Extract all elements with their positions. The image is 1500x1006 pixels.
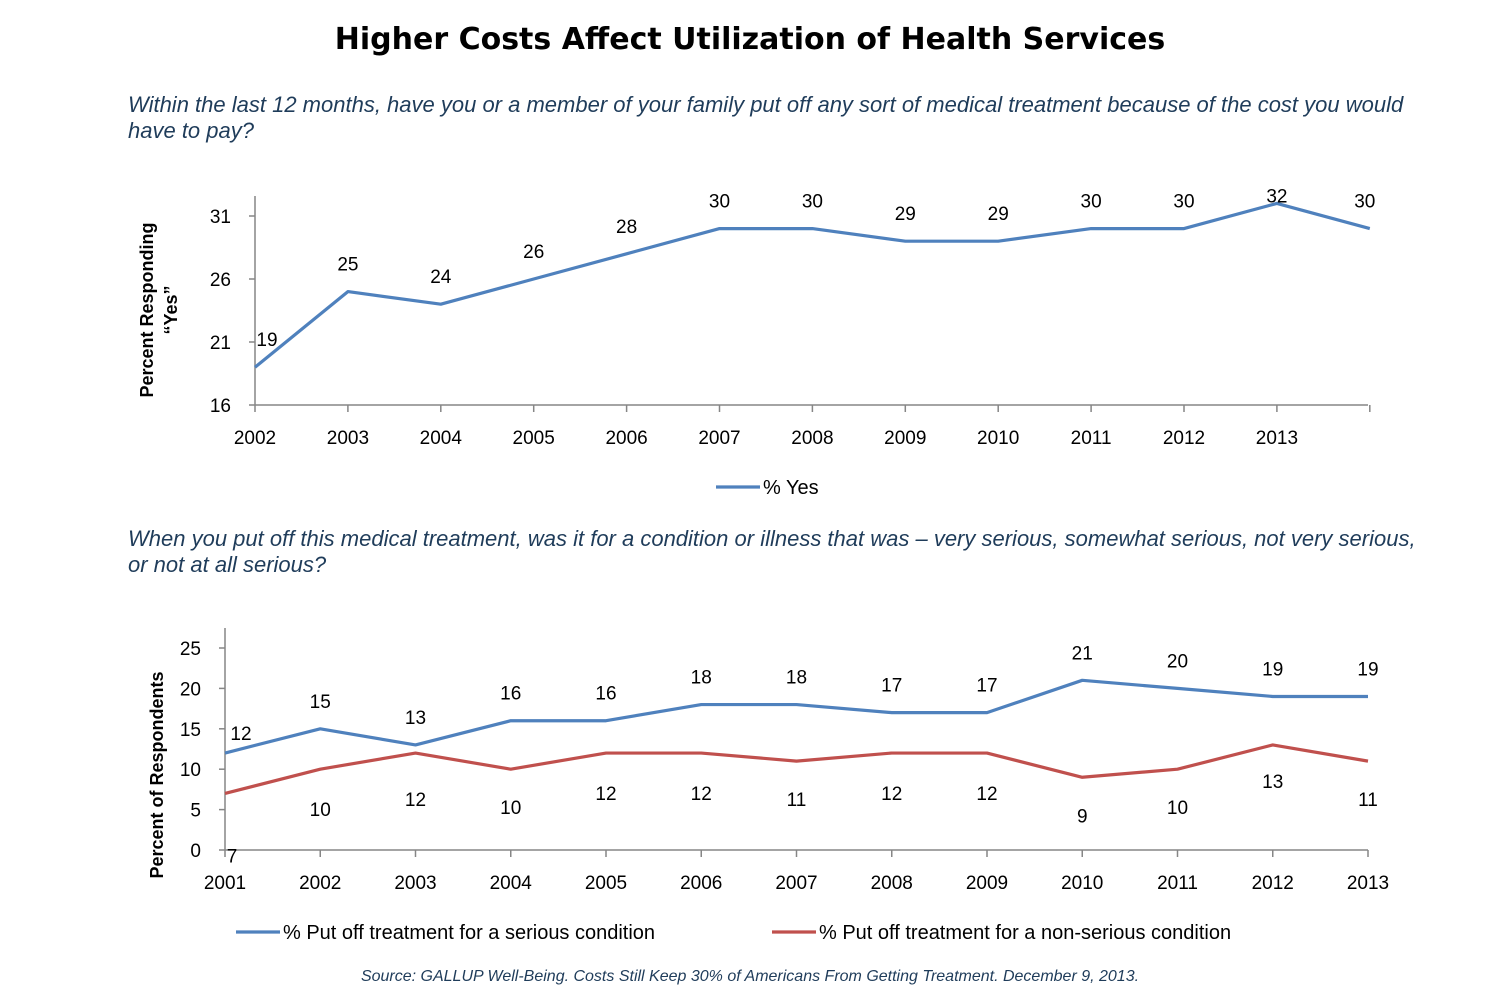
data-label: 16 [595, 684, 616, 705]
question-1: Within the last 12 months, have you or a… [128, 92, 1404, 143]
data-label: 12 [881, 784, 902, 805]
legend-label: % Yes [763, 477, 819, 499]
legend-label: % Put off treatment for a non-serious co… [819, 922, 1231, 944]
data-label: 32 [1266, 186, 1287, 207]
chart-2: 0 5 10 15 20 25 2001 2002 2003 2004 2005 2006 2007 20… [147, 628, 1389, 944]
data-label: 7 [227, 846, 238, 867]
data-label: 13 [405, 708, 426, 729]
x-tick-label: 2004 [490, 873, 533, 894]
data-label: 19 [1357, 659, 1378, 680]
x-tick-label: 2005 [585, 873, 627, 894]
data-label: 19 [256, 330, 277, 351]
x-tick-label: 2006 [680, 873, 722, 894]
x-tick-label: 2012 [1252, 873, 1294, 894]
data-label: 29 [988, 204, 1009, 225]
data-label: 12 [405, 790, 426, 811]
y-tick-label: 25 [180, 639, 201, 660]
x-tick-label: 2001 [204, 873, 246, 894]
x-tick-label: 2010 [1061, 873, 1103, 894]
x-tick-label: 2007 [698, 428, 740, 449]
data-label: 19 [1262, 659, 1283, 680]
data-label: 9 [1077, 806, 1088, 827]
x-tick-label: 2013 [1347, 873, 1389, 894]
x-tick-label: 2010 [977, 428, 1019, 449]
chart-1: 16 21 26 31 2002 2003 2004 2005 2006 2007 2008 2009… [137, 186, 1375, 499]
y-axis-label: Percent of Respondents [147, 671, 167, 878]
data-label: 21 [1072, 643, 1093, 664]
x-tick-label: 2012 [1163, 428, 1205, 449]
data-label: 26 [523, 242, 544, 263]
x-tick-label: 2003 [327, 428, 369, 449]
y-tick-label: 21 [210, 333, 231, 354]
x-tick-label: 2004 [420, 428, 463, 449]
data-label: 16 [500, 684, 521, 705]
data-label: 20 [1167, 651, 1188, 672]
y-tick-label: 26 [210, 270, 231, 291]
data-label: 12 [691, 784, 712, 805]
data-label: 17 [881, 676, 902, 697]
data-label: 12 [230, 724, 251, 745]
y-tick-label: 20 [180, 679, 201, 700]
series-line-1 [253, 201, 1371, 369]
data-label: 30 [1081, 192, 1102, 213]
data-label: 12 [976, 784, 997, 805]
data-label: 28 [616, 217, 637, 238]
data-label: 12 [595, 784, 616, 805]
data-label: 10 [500, 798, 521, 819]
y-axis-label: “Yes” [161, 285, 181, 334]
x-tick-label: 2006 [605, 428, 647, 449]
x-tick-label: 2007 [775, 873, 817, 894]
data-label: 18 [786, 668, 807, 689]
y-tick-label: 31 [210, 207, 231, 228]
source-note: Source: GALLUP Well-Being. Costs Still K… [360, 968, 1140, 985]
series-line-2 [224, 743, 1369, 795]
legend-label: % Put off treatment for a serious condit… [283, 922, 655, 944]
data-label: 29 [895, 204, 916, 225]
data-label: 30 [709, 192, 730, 213]
x-tick-label: 2002 [299, 873, 341, 894]
series-line-1 [224, 678, 1368, 755]
data-label: 24 [430, 267, 452, 288]
question-2: When you put off this medical treatment,… [128, 526, 1416, 577]
x-tick-label: 2003 [394, 873, 436, 894]
page-title: Higher Costs Affect Utilization of Healt… [334, 22, 1166, 57]
data-label: 11 [1358, 790, 1378, 811]
data-label: 11 [787, 790, 807, 811]
y-tick-label: 5 [190, 801, 201, 822]
data-label: 25 [337, 255, 358, 276]
y-tick-label: 16 [210, 396, 231, 417]
data-label: 15 [310, 692, 331, 713]
data-label: 18 [691, 668, 712, 689]
x-tick-label: 2013 [1256, 428, 1298, 449]
x-tick-label: 2008 [791, 428, 833, 449]
x-tick-label: 2011 [1071, 428, 1112, 449]
x-tick-label: 2011 [1157, 873, 1198, 894]
x-tick-label: 2008 [871, 873, 913, 894]
data-label: 30 [802, 192, 823, 213]
y-tick-label: 0 [190, 841, 201, 862]
x-tick-label: 2009 [966, 873, 1008, 894]
data-label: 10 [1167, 798, 1188, 819]
data-label: 13 [1262, 772, 1283, 793]
data-label: 30 [1173, 192, 1194, 213]
y-tick-label: 15 [180, 720, 201, 741]
data-label: 30 [1354, 192, 1375, 213]
data-label: 17 [976, 676, 997, 697]
x-tick-label: 2002 [234, 428, 276, 449]
x-tick-label: 2005 [513, 428, 555, 449]
y-axis-label: Percent Responding [137, 222, 157, 397]
y-tick-label: 10 [180, 760, 201, 781]
x-tick-label: 2009 [884, 428, 926, 449]
data-label: 10 [310, 800, 331, 821]
